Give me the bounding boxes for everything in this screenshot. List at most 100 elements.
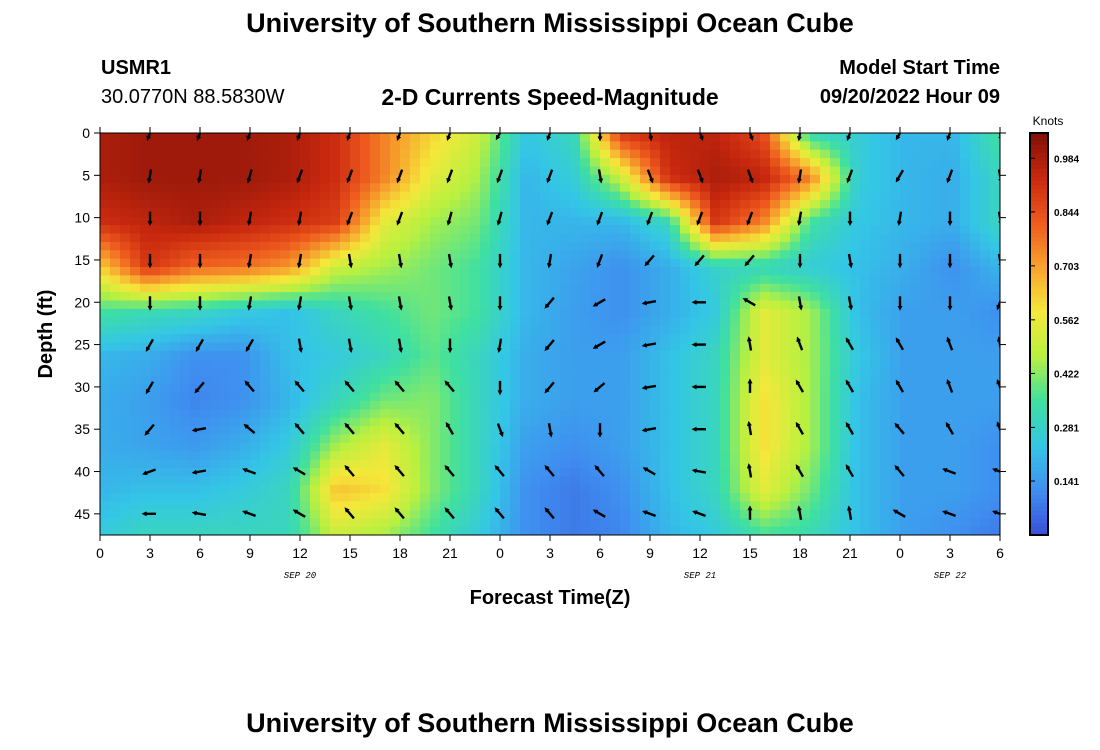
heatmap-cell <box>540 233 551 243</box>
heatmap-cell <box>740 442 751 452</box>
heatmap-cell <box>860 476 871 486</box>
heatmap-cell <box>440 191 451 201</box>
heatmap-cell <box>890 267 901 276</box>
heatmap-cell <box>870 526 881 535</box>
heatmap-cell <box>880 166 891 176</box>
heatmap-cell <box>380 325 391 335</box>
heatmap-cell <box>260 158 271 168</box>
heatmap-cell <box>700 258 711 268</box>
colorbar-segment <box>1030 329 1048 335</box>
heatmap-cell <box>570 367 581 377</box>
heatmap-cell <box>600 250 611 260</box>
heatmap-cell <box>830 233 841 243</box>
heatmap-cell <box>690 233 701 243</box>
heatmap-cell <box>980 367 991 377</box>
heatmap-cell <box>400 216 411 226</box>
heatmap-cell <box>410 149 421 159</box>
heatmap-cell <box>580 509 591 519</box>
heatmap-cell <box>850 267 861 276</box>
heatmap-cell <box>530 367 541 377</box>
heatmap-cell <box>980 359 991 369</box>
heatmap-cell <box>380 484 391 494</box>
heatmap-cell <box>690 158 701 168</box>
heatmap-cell <box>560 216 571 226</box>
heatmap-cell <box>850 250 861 260</box>
heatmap-cell <box>970 493 981 503</box>
heatmap-cell <box>770 267 781 276</box>
heatmap-cell <box>780 208 791 218</box>
heatmap-cell <box>590 275 601 285</box>
heatmap-cell <box>330 493 341 503</box>
heatmap-cell <box>810 225 821 235</box>
heatmap-cell <box>690 133 701 142</box>
heatmap-cell <box>820 501 831 511</box>
heatmap-cell <box>470 484 481 494</box>
heatmap-cell <box>350 417 361 427</box>
heatmap-cell <box>780 191 791 201</box>
heatmap-cell <box>220 392 231 402</box>
heatmap-cell <box>600 442 611 452</box>
heatmap-cell <box>600 342 611 352</box>
heatmap-cell <box>470 267 481 276</box>
heatmap-cell <box>440 300 451 310</box>
current-vector-arrow <box>496 423 504 438</box>
heatmap-cell <box>980 350 991 360</box>
heatmap-cell <box>110 526 121 535</box>
heatmap-cell <box>200 241 211 251</box>
colorbar-segment <box>1030 454 1048 460</box>
heatmap-cell <box>900 283 911 293</box>
heatmap-cell <box>700 275 711 285</box>
heatmap-cell <box>160 476 171 486</box>
heatmap-cell <box>220 526 231 535</box>
heatmap-cell <box>250 501 261 511</box>
heatmap-cell <box>980 141 991 151</box>
heatmap-cell <box>730 401 741 410</box>
heatmap-cell <box>230 174 241 184</box>
heatmap-cell <box>580 141 591 151</box>
heatmap-cell <box>720 476 731 486</box>
heatmap-cell <box>640 493 651 503</box>
heatmap-cell <box>690 241 701 251</box>
heatmap-cell <box>490 250 501 260</box>
heatmap-cell <box>560 401 571 410</box>
heatmap-cell <box>190 484 201 494</box>
speed-heatmap <box>100 133 1000 535</box>
heatmap-cell <box>470 375 481 385</box>
heatmap-cell <box>550 208 561 218</box>
heatmap-cell <box>170 216 181 226</box>
heatmap-cell <box>350 484 361 494</box>
heatmap-cell <box>310 468 321 477</box>
heatmap-cell <box>300 208 311 218</box>
heatmap-cell <box>160 308 171 318</box>
heatmap-cell <box>510 149 521 159</box>
heatmap-cell <box>430 375 441 385</box>
heatmap-cell <box>550 375 561 385</box>
heatmap-cell <box>210 417 221 427</box>
current-vector-arrow <box>642 510 657 518</box>
heatmap-cell <box>140 208 151 218</box>
heatmap-cell <box>450 509 461 519</box>
heatmap-cell <box>770 384 781 394</box>
heatmap-cell <box>670 308 681 318</box>
heatmap-cell <box>660 133 671 142</box>
heatmap-cell <box>560 350 571 360</box>
heatmap-cell <box>850 501 861 511</box>
heatmap-cell <box>190 526 201 535</box>
heatmap-cell <box>210 275 221 285</box>
heatmap-cell <box>650 208 661 218</box>
heatmap-cell <box>830 308 841 318</box>
heatmap-cell <box>620 174 631 184</box>
heatmap-cell <box>670 342 681 352</box>
heatmap-cell <box>360 476 371 486</box>
heatmap-cell <box>910 417 921 427</box>
heatmap-cell <box>850 434 861 444</box>
heatmap-cell <box>400 258 411 268</box>
heatmap-cell <box>310 426 321 436</box>
heatmap-cell <box>860 518 871 528</box>
heatmap-cell <box>410 392 421 402</box>
y-tick-label: 20 <box>74 294 90 310</box>
colorbar-segment <box>1030 237 1048 243</box>
heatmap-cell <box>910 518 921 528</box>
heatmap-cell <box>420 200 431 209</box>
heatmap-cell <box>910 292 921 302</box>
